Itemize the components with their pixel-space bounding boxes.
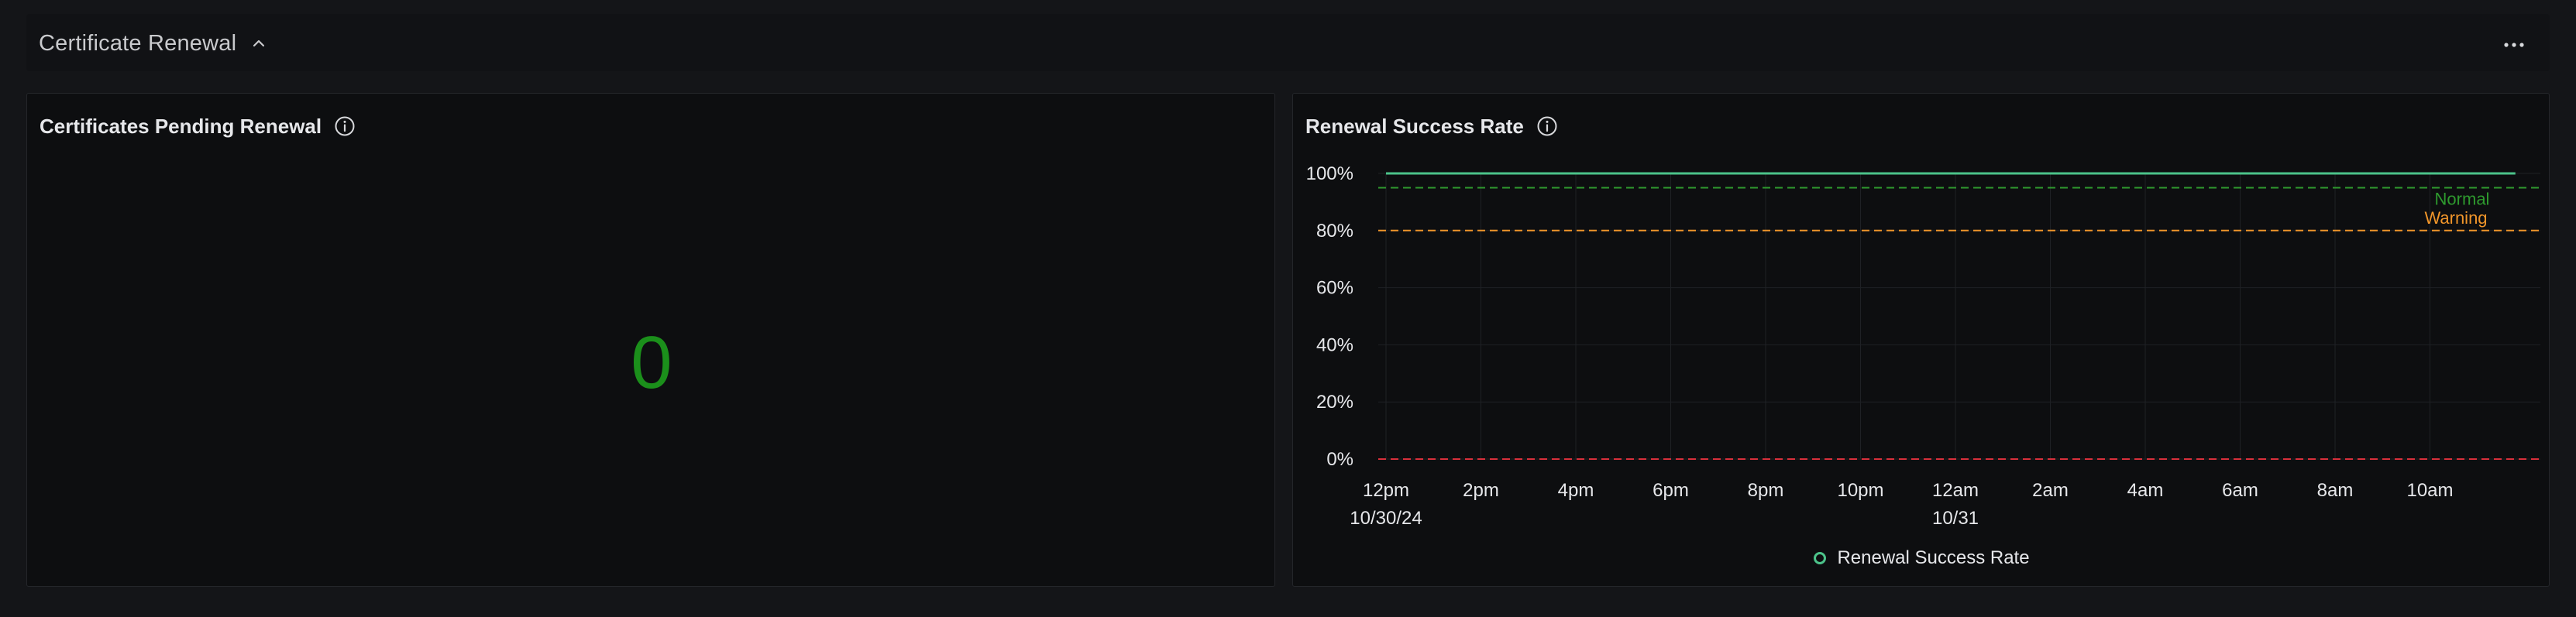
x-tick-label: 4pm bbox=[1558, 480, 1594, 501]
section-title: Certificate Renewal bbox=[39, 30, 237, 56]
section-header: Certificate Renewal bbox=[26, 14, 2550, 71]
info-icon[interactable] bbox=[334, 115, 356, 137]
x-tick-sublabel: 10/30/24 bbox=[1350, 508, 1422, 529]
ellipsis-icon[interactable] bbox=[2500, 36, 2528, 54]
y-tick-label: 40% bbox=[1316, 334, 1353, 355]
y-tick-label: 80% bbox=[1316, 221, 1353, 242]
certificates-pending-renewal-panel: Certificates Pending Renewal 0 bbox=[26, 93, 1275, 587]
success-rate-line-chart: 12pm 10/30/24 2pm 4pm 6pm 8pm 10pm 12am 10/31 2am… bbox=[1306, 163, 2540, 529]
x-tick-label: 12pm bbox=[1363, 480, 1409, 501]
x-tick-label: 4am bbox=[2127, 480, 2164, 501]
x-tick-label: 8pm bbox=[1748, 480, 1784, 501]
x-tick-label: 2pm bbox=[1463, 480, 1499, 501]
x-tick-label: 2am bbox=[2032, 480, 2069, 501]
pending-panel-title: Certificates Pending Renewal bbox=[40, 114, 322, 138]
info-icon[interactable] bbox=[1536, 115, 1558, 137]
pending-count-value: 0 bbox=[631, 321, 672, 404]
x-tick-label: 10pm bbox=[1837, 480, 1883, 501]
legend-swatch bbox=[1814, 552, 1827, 564]
x-tick-label: 6am bbox=[2222, 480, 2258, 501]
x-tick-label: 12am bbox=[1932, 480, 1979, 501]
x-tick-sublabel: 10/31 bbox=[1932, 508, 1979, 529]
certificate-renewal-section: Certificate Renewal Certificates Pending… bbox=[26, 0, 2550, 617]
chevron-up-icon bbox=[253, 39, 265, 47]
y-tick-label: 0% bbox=[1326, 449, 1353, 470]
y-tick-label: 20% bbox=[1316, 392, 1353, 413]
section-collapse-toggle[interactable]: Certificate Renewal bbox=[39, 28, 267, 59]
x-tick-label: 10am bbox=[2406, 480, 2453, 501]
chart-legend[interactable]: Renewal Success Rate bbox=[1293, 544, 2550, 572]
threshold-label-warning: Warning bbox=[2424, 208, 2487, 228]
threshold-label-normal: Normal bbox=[2435, 189, 2490, 208]
y-tick-label: 100% bbox=[1306, 163, 1353, 184]
x-tick-label: 6pm bbox=[1653, 480, 1689, 501]
renewal-success-rate-panel: Renewal Success Rate 12pm 10/30/24 2pm 4pm 6… bbox=[1292, 93, 2550, 587]
rate-panel-title: Renewal Success Rate bbox=[1305, 114, 1524, 138]
legend-label: Renewal Success Rate bbox=[1837, 547, 2030, 568]
x-tick-label: 8am bbox=[2317, 480, 2354, 501]
y-tick-label: 60% bbox=[1316, 278, 1353, 299]
